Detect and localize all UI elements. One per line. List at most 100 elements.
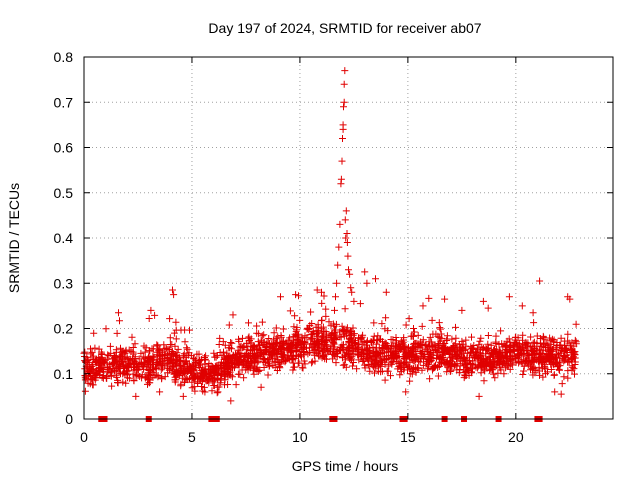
data-point	[305, 326, 313, 334]
data-point	[443, 346, 451, 354]
data-point	[372, 348, 380, 356]
data-point	[190, 361, 198, 369]
data-point	[519, 371, 527, 378]
data-point	[489, 353, 497, 361]
data-point	[183, 344, 191, 352]
data-point	[365, 362, 373, 370]
data-point	[194, 373, 202, 381]
data-point	[301, 338, 309, 346]
data-point	[103, 359, 111, 367]
data-point	[180, 369, 188, 377]
data-point	[494, 369, 502, 377]
data-point	[149, 352, 157, 360]
data-point	[291, 330, 299, 338]
data-point	[497, 327, 505, 335]
data-point	[246, 364, 254, 372]
data-point	[425, 338, 433, 346]
data-point	[544, 368, 551, 376]
y-tick-label: 0.2	[54, 321, 74, 337]
data-point	[335, 243, 343, 251]
data-point	[114, 379, 121, 386]
data-point	[170, 291, 178, 299]
data-point	[307, 336, 315, 344]
data-point	[520, 341, 528, 349]
data-point	[543, 339, 551, 347]
data-point	[200, 374, 208, 382]
data-point	[424, 365, 432, 373]
data-point	[443, 332, 451, 340]
data-point	[260, 331, 268, 339]
data-point	[169, 286, 176, 294]
data-point	[551, 388, 559, 396]
data-point	[156, 388, 164, 396]
data-point	[193, 350, 201, 358]
data-point	[408, 345, 416, 352]
data-point	[458, 354, 466, 362]
data-point	[518, 302, 526, 310]
data-point	[345, 345, 353, 353]
y-axis-label: SRMTID / TECUs	[6, 183, 22, 293]
data-point	[565, 358, 573, 365]
data-point	[434, 363, 442, 371]
data-point	[222, 360, 229, 367]
data-point	[345, 351, 352, 358]
data-point	[341, 305, 349, 313]
data-point	[489, 366, 496, 374]
data-point	[230, 354, 238, 362]
data-point	[385, 362, 393, 370]
data-point	[418, 322, 426, 330]
data-point	[102, 325, 110, 333]
data-point	[381, 376, 389, 384]
data-point	[270, 329, 278, 337]
data-point	[546, 345, 554, 353]
data-point	[493, 350, 501, 358]
data-point	[108, 382, 116, 390]
data-point	[500, 370, 508, 378]
data-point	[410, 332, 417, 340]
data-point	[531, 350, 539, 357]
data-point	[557, 347, 565, 355]
data-point	[264, 371, 272, 379]
data-point	[239, 360, 247, 368]
data-point	[443, 337, 451, 344]
data-point	[184, 363, 191, 371]
data-point	[145, 315, 153, 322]
data-point	[191, 372, 199, 380]
data-point	[511, 333, 519, 341]
data-point	[307, 308, 315, 316]
data-point	[416, 358, 424, 366]
data-point	[325, 318, 333, 326]
data-point	[437, 360, 445, 368]
data-point	[339, 346, 347, 354]
data-point	[435, 333, 443, 341]
data-point	[182, 374, 190, 382]
data-point	[375, 360, 383, 368]
data-point	[288, 355, 296, 363]
data-point	[242, 366, 250, 374]
data-point	[568, 339, 576, 347]
data-point	[123, 363, 131, 371]
data-point	[312, 340, 320, 348]
y-tick-label: 0.6	[54, 140, 74, 156]
data-point	[418, 350, 426, 357]
data-point	[361, 268, 369, 276]
data-point	[408, 365, 416, 373]
data-point	[205, 366, 213, 374]
data-point	[426, 375, 434, 383]
data-point	[226, 344, 234, 352]
data-point	[165, 346, 173, 354]
data-point	[339, 361, 347, 369]
data-point	[144, 363, 152, 371]
data-point	[477, 346, 484, 354]
data-point	[292, 291, 300, 299]
data-point	[265, 355, 273, 363]
data-point	[320, 292, 328, 300]
data-point	[347, 327, 354, 335]
data-point	[183, 345, 191, 353]
data-point	[199, 364, 207, 372]
data-point	[304, 324, 312, 332]
data-point	[114, 363, 122, 371]
data-point	[219, 338, 227, 346]
data-point	[505, 335, 513, 343]
data-point	[86, 380, 94, 388]
